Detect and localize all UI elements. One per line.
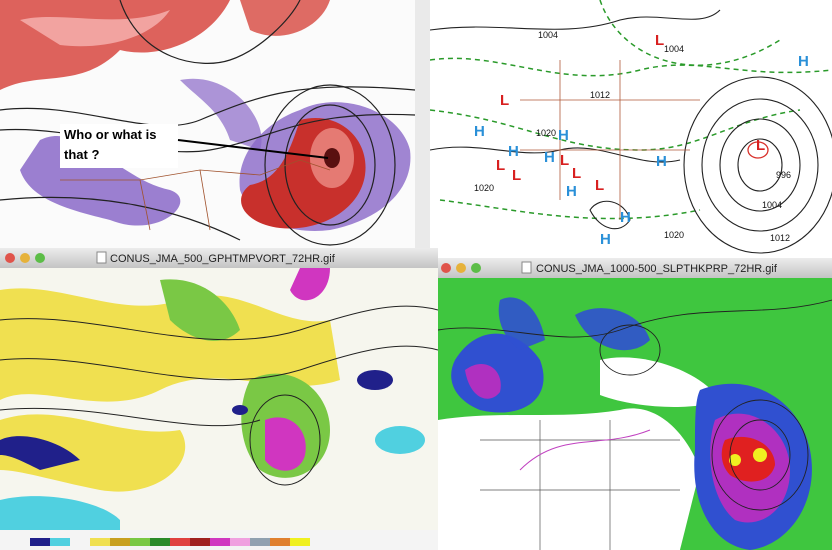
isobar-label: 996 xyxy=(776,170,791,180)
low-pressure-symbol: L xyxy=(500,92,509,109)
gap xyxy=(415,0,430,258)
isobar-label: 1020 xyxy=(664,230,684,240)
annotation-text: that ? xyxy=(64,147,99,162)
isobar-label: 1004 xyxy=(762,200,782,210)
isobar-label: 1012 xyxy=(770,233,790,243)
high-pressure-symbol: H xyxy=(600,231,611,248)
high-pressure-symbol: H xyxy=(620,209,631,226)
low-pressure-symbol: L xyxy=(512,167,521,184)
low-pressure-symbol: L xyxy=(756,137,765,154)
window: CONUS_JMA_1000-500_SLPTHKPRP_72HR.gif xyxy=(438,258,832,278)
high-pressure-symbol: H xyxy=(798,53,809,70)
surface-map-labels: 10041004101210201020102099610041012LLLLL… xyxy=(474,30,809,248)
isobar-label: 1020 xyxy=(474,183,494,193)
isobar-label: 1020 xyxy=(536,128,556,138)
high-pressure-symbol: H xyxy=(508,143,519,160)
vorticity-500-map xyxy=(0,268,438,550)
isobar-label: 1004 xyxy=(538,30,558,40)
zoom-button[interactable] xyxy=(35,253,45,263)
close-button[interactable] xyxy=(5,253,15,263)
precip-map xyxy=(438,278,832,550)
surface-map xyxy=(430,0,832,258)
minimize-button[interactable] xyxy=(456,263,466,273)
high-pressure-symbol: H xyxy=(566,183,577,200)
annotation-text: Who or what is xyxy=(64,127,156,142)
window-title: CONUS_JMA_500_GPHTMPVORT_72HR.gif xyxy=(110,253,336,265)
high-pressure-symbol: H xyxy=(558,127,569,144)
vorticity-map: Who or what is that ? xyxy=(0,0,415,248)
minimize-button[interactable] xyxy=(20,253,30,263)
isobar-label: 1012 xyxy=(590,90,610,100)
colorbar xyxy=(30,538,310,546)
low-pressure-symbol: L xyxy=(595,177,604,194)
low-pressure-symbol: L xyxy=(496,157,505,174)
high-pressure-symbol: H xyxy=(656,153,667,170)
close-button[interactable] xyxy=(441,263,451,273)
zoom-button[interactable] xyxy=(471,263,481,273)
window-title: CONUS_JMA_1000-500_SLPTHKPRP_72HR.gif xyxy=(536,263,778,275)
high-pressure-symbol: H xyxy=(474,123,485,140)
high-pressure-symbol: H xyxy=(544,149,555,166)
low-pressure-symbol: L xyxy=(655,32,664,49)
annotation-arrow xyxy=(177,139,329,159)
low-pressure-symbol: L xyxy=(572,165,581,182)
low-pressure-symbol: L xyxy=(560,152,569,169)
isobar-label: 1004 xyxy=(664,44,684,54)
window: CONUS_JMA_500_GPHTMPVORT_72HR.gif xyxy=(0,248,438,268)
